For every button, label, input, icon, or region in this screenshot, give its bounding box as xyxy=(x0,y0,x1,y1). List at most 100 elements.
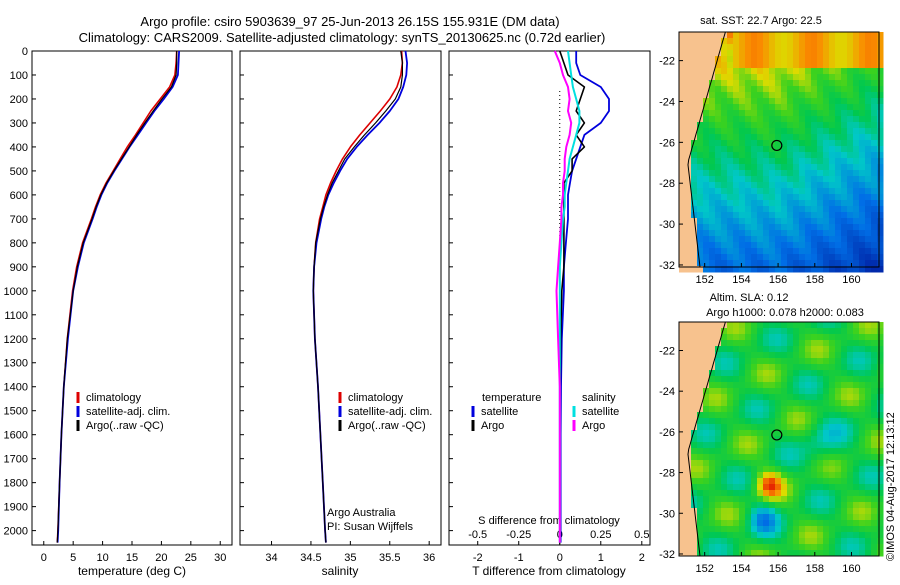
sst-map-cell xyxy=(679,146,686,153)
sla-map-cell xyxy=(823,376,830,383)
sla-map-cell xyxy=(799,526,806,533)
sla-map-cell xyxy=(877,328,884,335)
sla-map-cell xyxy=(679,460,686,467)
sst-map-cell xyxy=(721,224,728,231)
sla-map-cell xyxy=(841,472,848,479)
sla-map-cell xyxy=(793,460,800,467)
sla-map-cell xyxy=(721,346,728,353)
sla-map-cell xyxy=(757,520,764,527)
sst-map-cell xyxy=(847,170,854,177)
sla-map-cell xyxy=(685,424,692,431)
sst-map-cell xyxy=(847,110,854,117)
sst-map-cell xyxy=(871,32,878,39)
sla-map-cell xyxy=(835,526,842,533)
sst-map-cell xyxy=(757,230,764,237)
sla-map-cell xyxy=(751,430,758,437)
sst-map-cell xyxy=(787,224,794,231)
sla-map-cell xyxy=(817,358,824,365)
sla-map-cell xyxy=(751,484,758,491)
sst-map-cell xyxy=(775,242,782,249)
sla-map-cell xyxy=(847,448,854,455)
sst-map-cell xyxy=(727,212,734,219)
sla-map-cell xyxy=(865,424,872,431)
sla-map-cell xyxy=(745,502,752,509)
sst-map-cell xyxy=(805,98,812,105)
sst-map-cell xyxy=(841,86,848,93)
sla-map-cell xyxy=(757,400,764,407)
sla-map-cell xyxy=(745,532,752,539)
sst-map-cell xyxy=(799,152,806,159)
sst-map-cell xyxy=(805,230,812,237)
sst-map-cell xyxy=(823,152,830,159)
sst-map-cell xyxy=(691,170,698,177)
sst-map-cell xyxy=(877,182,884,189)
sla-map-cell xyxy=(859,514,866,521)
sla-map-cell xyxy=(709,388,716,395)
sst-map-cell xyxy=(691,74,698,81)
sla-map-cell xyxy=(799,442,806,449)
sla-map-cell xyxy=(835,514,842,521)
sla-map-cell xyxy=(727,436,734,443)
sla-map-cell xyxy=(751,370,758,377)
sla-map-cell xyxy=(841,400,848,407)
sst-map-cell xyxy=(781,230,788,237)
sst-map-cell xyxy=(757,236,764,243)
header-line-1: Argo profile: csiro 5903639_97 25-Jun-20… xyxy=(140,14,559,29)
sla-map-cell xyxy=(739,394,746,401)
sla-map-cell xyxy=(817,478,824,485)
sst-map-cell xyxy=(817,158,824,165)
sst-map-cell xyxy=(745,50,752,57)
sst-map-cell xyxy=(811,122,818,129)
sst-map-cell xyxy=(799,116,806,123)
sla-map-cell xyxy=(853,358,860,365)
sst-map-cell xyxy=(703,182,710,189)
sla-map-cell xyxy=(877,394,884,401)
sst-map-cell xyxy=(691,248,698,255)
sla-map-cell xyxy=(703,364,710,371)
sla-map-cell xyxy=(829,370,836,377)
sst-map-cell xyxy=(679,206,686,213)
sst-map-cell xyxy=(787,212,794,219)
sla-map-cell xyxy=(835,400,842,407)
sla-map-cell xyxy=(787,478,794,485)
sst-map-cell xyxy=(811,140,818,147)
sla-map-cell xyxy=(691,352,698,359)
sla-map-cell xyxy=(805,454,812,461)
depth-tick-label: 1000 xyxy=(4,286,28,298)
sst-map-cell xyxy=(769,44,776,51)
sst-map-cell xyxy=(817,248,824,255)
sla-map-cell xyxy=(685,526,692,533)
sst-map-cell xyxy=(769,62,776,69)
sst-map-cell xyxy=(709,128,716,135)
sst-map-cell xyxy=(871,158,878,165)
sst-map-cell xyxy=(757,122,764,129)
sla-map-cell xyxy=(733,526,740,533)
sst-map-cell xyxy=(691,56,698,63)
sst-map-cell xyxy=(781,104,788,111)
sst-map-cell xyxy=(751,194,758,201)
sla-map-cell xyxy=(859,532,866,539)
sst-map-cell xyxy=(679,254,686,261)
sst-map-cell xyxy=(865,146,872,153)
sst-map-cell xyxy=(877,128,884,135)
sla-map-cell xyxy=(859,508,866,515)
sla-map-cell xyxy=(733,532,740,539)
sst-map-cell xyxy=(793,224,800,231)
sst-map-cell xyxy=(703,176,710,183)
sla-lon-tick-label: 160 xyxy=(842,563,860,575)
sst-map-cell xyxy=(727,158,734,165)
sla-map-cell xyxy=(847,436,854,443)
sst-map-cell xyxy=(679,86,686,93)
sla-map-cell xyxy=(817,400,824,407)
sst-map-cell xyxy=(805,170,812,177)
sst-map-cell xyxy=(841,122,848,129)
sst-map-cell xyxy=(865,206,872,213)
sst-map-cell xyxy=(823,128,830,135)
sla-map-cell xyxy=(709,472,716,479)
sla-map-cell xyxy=(769,364,776,371)
sla-map-cell xyxy=(829,466,836,473)
sst-map-cell xyxy=(727,110,734,117)
sla-map-cell xyxy=(865,346,872,353)
sst-map-cell xyxy=(727,62,734,69)
sst-map-cell xyxy=(859,146,866,153)
